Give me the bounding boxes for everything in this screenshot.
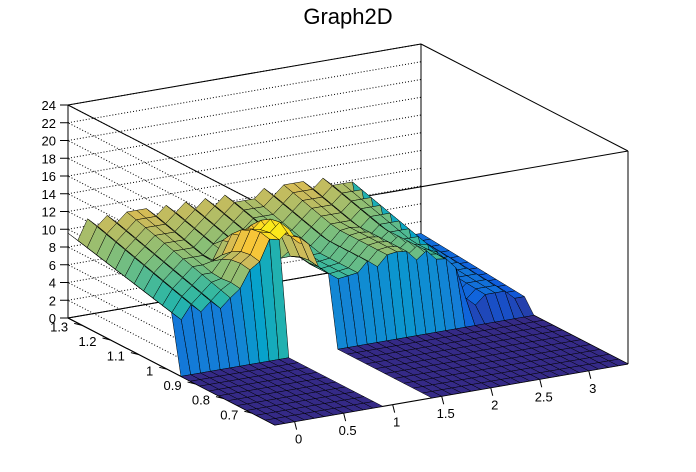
z-tick-label: 10 xyxy=(42,222,56,237)
y-tick-label: 1 xyxy=(146,363,153,378)
box-edge xyxy=(67,43,422,106)
x-tick xyxy=(490,387,494,396)
surface-cell xyxy=(608,358,629,366)
x-tick xyxy=(588,370,592,379)
x-tick xyxy=(441,396,445,405)
y-tick-label: 1.1 xyxy=(107,349,125,364)
grid-line-back xyxy=(67,79,422,141)
x-tick-label: 0.5 xyxy=(339,423,357,438)
z-tick-label: 0 xyxy=(49,311,56,326)
y-tick-label: 0.8 xyxy=(192,393,210,408)
y-tick xyxy=(187,381,196,385)
box-edge xyxy=(420,43,629,152)
z-tick-label: 22 xyxy=(42,116,56,131)
z-tick-label: 12 xyxy=(42,205,56,220)
y-tick-label: 0.9 xyxy=(164,378,182,393)
z-tick-label: 8 xyxy=(49,240,56,255)
y-tick-label: 0.7 xyxy=(220,407,238,422)
z-tick-label: 2 xyxy=(49,293,56,308)
chart-title: Graph2D xyxy=(303,4,393,29)
grid-line-back xyxy=(67,96,422,159)
x-tick-label: 2 xyxy=(491,398,498,413)
x-tick-label: 1 xyxy=(393,415,400,430)
grid-line-back xyxy=(67,61,422,124)
grid-line-back xyxy=(67,132,422,195)
z-tick-label: 18 xyxy=(42,151,56,166)
x-tick xyxy=(343,413,347,422)
x-tick-label: 3 xyxy=(589,381,596,396)
x-tick-label: 1.5 xyxy=(437,406,455,421)
y-tick xyxy=(215,396,225,400)
x-tick-label: 2.5 xyxy=(535,389,553,404)
z-tick-label: 6 xyxy=(49,258,56,273)
z-tick-label: 16 xyxy=(42,169,56,184)
y-tick xyxy=(102,337,111,341)
y-tick-label: 1.3 xyxy=(50,319,68,334)
surface-cell xyxy=(362,401,384,409)
grid-line-back xyxy=(67,114,422,177)
x-tick xyxy=(539,379,543,388)
z-tick-label: 24 xyxy=(42,98,56,113)
z-tick-label: 4 xyxy=(49,276,56,291)
x-tick xyxy=(392,404,396,413)
y-tick xyxy=(159,366,168,370)
surface xyxy=(67,177,629,426)
x-tick xyxy=(294,421,298,430)
y-tick xyxy=(244,410,253,414)
axis-ticks: 02468101214161820222400.511.522.530.70.8… xyxy=(42,98,597,447)
y-tick xyxy=(74,322,83,326)
z-tick-label: 14 xyxy=(42,187,56,202)
x-tick-label: 0 xyxy=(295,432,302,447)
z-tick-label: 20 xyxy=(42,134,56,149)
y-tick xyxy=(130,352,140,356)
box-edge xyxy=(67,104,276,213)
y-tick-label: 1.2 xyxy=(78,334,96,349)
